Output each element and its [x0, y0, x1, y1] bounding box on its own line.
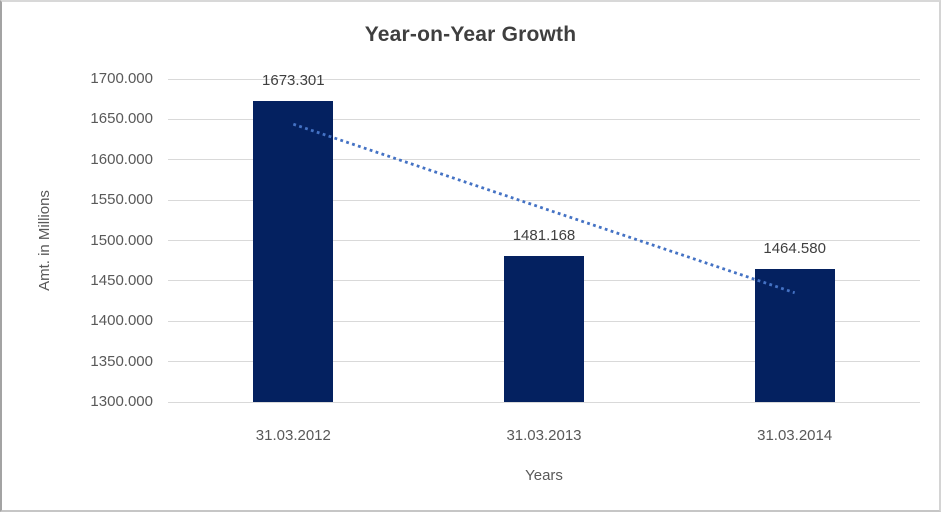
- gridline: [168, 118, 920, 120]
- y-axis-tick-label: 1500.000: [90, 231, 153, 249]
- gridline: [168, 78, 920, 80]
- chart-title: Year-on-Year Growth: [364, 23, 577, 46]
- data-label: 1481.168: [512, 226, 576, 244]
- y-axis-tick-label: 1550.000: [90, 191, 153, 209]
- x-axis-title: Years: [525, 467, 563, 484]
- y-axis-tick-label: 1450.000: [90, 271, 153, 289]
- y-axis-tick-label: 1700.000: [90, 70, 153, 87]
- bar: [754, 269, 835, 402]
- gridline: [168, 401, 920, 403]
- y-axis-tick-label: 1650.000: [90, 110, 153, 128]
- data-label: 1464.580: [763, 240, 826, 258]
- bar: [253, 100, 334, 402]
- y-axis-tick-label: 1350.000: [90, 352, 153, 370]
- x-axis-tick-label: 31.03.2012: [255, 427, 331, 444]
- y-axis-tick-label: 1600.000: [90, 150, 153, 168]
- data-label: 1673.301: [262, 71, 325, 89]
- y-axis-tick-label: 1300.000: [90, 393, 153, 410]
- x-axis-tick-label: 31.03.2014: [757, 427, 833, 444]
- bar: [504, 255, 584, 402]
- y-axis-tick-label: 1400.000: [90, 312, 153, 330]
- x-axis-tick-label: 31.03.2013: [506, 427, 582, 444]
